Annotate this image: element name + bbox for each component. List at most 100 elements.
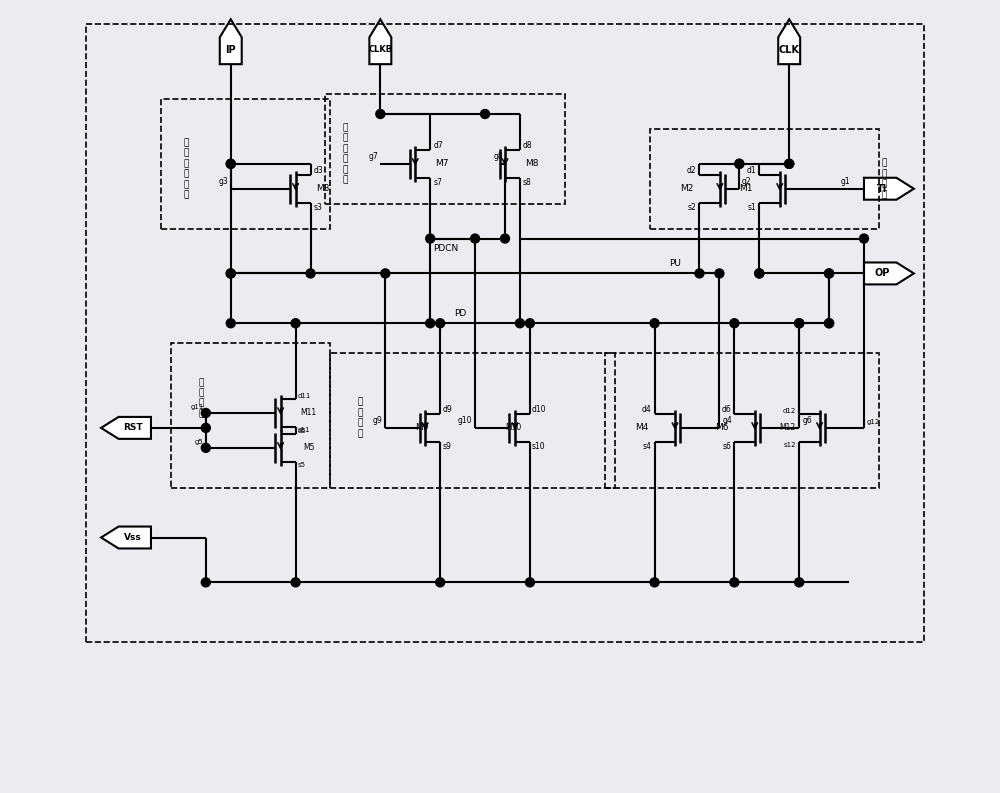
Text: s11: s11 — [298, 427, 310, 433]
Text: d8: d8 — [523, 141, 533, 150]
Circle shape — [795, 319, 804, 328]
Text: M1: M1 — [740, 184, 753, 193]
Text: M3: M3 — [316, 184, 329, 193]
Text: d11: d11 — [298, 393, 311, 399]
Circle shape — [500, 234, 509, 243]
Circle shape — [201, 578, 210, 587]
Bar — [605, 353, 879, 488]
Circle shape — [755, 269, 764, 278]
Circle shape — [730, 319, 739, 328]
Polygon shape — [369, 19, 391, 64]
Text: IP: IP — [225, 45, 236, 55]
Circle shape — [795, 578, 804, 587]
Circle shape — [481, 109, 490, 118]
Circle shape — [730, 578, 739, 587]
Text: TI: TI — [877, 184, 888, 193]
Text: g2: g2 — [741, 177, 751, 186]
Text: M10: M10 — [505, 423, 521, 432]
Circle shape — [226, 269, 235, 278]
Polygon shape — [864, 262, 914, 285]
Circle shape — [650, 319, 659, 328]
Text: g5: g5 — [195, 439, 204, 445]
Circle shape — [785, 159, 794, 168]
Circle shape — [650, 578, 659, 587]
Text: s2: s2 — [688, 203, 696, 212]
Text: s8: s8 — [523, 178, 532, 187]
Text: d12: d12 — [783, 408, 796, 414]
Text: s12: s12 — [784, 442, 796, 448]
Circle shape — [306, 269, 315, 278]
Circle shape — [825, 319, 834, 328]
Text: d10: d10 — [532, 405, 546, 414]
Circle shape — [226, 159, 235, 168]
Text: 上
拉
单
元: 上 拉 单 元 — [881, 159, 887, 199]
Text: g10: g10 — [458, 416, 472, 425]
Circle shape — [226, 269, 235, 278]
Circle shape — [735, 159, 744, 168]
Text: s7: s7 — [433, 178, 442, 187]
Text: PDCN: PDCN — [433, 243, 458, 252]
Text: s5: s5 — [298, 462, 306, 468]
Circle shape — [381, 269, 390, 278]
Circle shape — [515, 319, 524, 328]
Text: d6: d6 — [722, 405, 731, 414]
Text: d5: d5 — [298, 428, 306, 434]
Text: 下
拉
驱
动
单
元: 下 拉 驱 动 单 元 — [343, 124, 348, 184]
Text: M7: M7 — [435, 159, 449, 168]
Text: CLK: CLK — [779, 45, 800, 55]
Text: d2: d2 — [687, 166, 696, 174]
Circle shape — [825, 269, 834, 278]
Text: s3: s3 — [314, 203, 322, 212]
Circle shape — [859, 234, 868, 243]
Polygon shape — [778, 19, 800, 64]
Text: g6: g6 — [802, 416, 812, 425]
Text: d7: d7 — [433, 141, 443, 150]
Text: d4: d4 — [642, 405, 652, 414]
Text: PU: PU — [670, 259, 681, 269]
Text: M4: M4 — [635, 423, 648, 432]
Polygon shape — [220, 19, 242, 64]
Circle shape — [436, 319, 445, 328]
Text: CLKB: CLKB — [368, 45, 392, 54]
Circle shape — [825, 269, 834, 278]
Circle shape — [226, 159, 235, 168]
Text: d3: d3 — [314, 166, 323, 174]
Circle shape — [226, 319, 235, 328]
Text: 复
位
单
元: 复 位 单 元 — [198, 378, 204, 418]
Text: d1: d1 — [747, 166, 756, 174]
Circle shape — [825, 319, 834, 328]
Text: s6: s6 — [722, 442, 731, 451]
Text: Vss: Vss — [124, 533, 141, 542]
Text: g12: g12 — [867, 419, 880, 425]
Circle shape — [201, 423, 210, 432]
Circle shape — [715, 269, 724, 278]
Text: g8: g8 — [493, 151, 503, 161]
Circle shape — [291, 578, 300, 587]
Circle shape — [525, 578, 534, 587]
Polygon shape — [101, 417, 151, 439]
Text: M8: M8 — [525, 159, 539, 168]
Text: M9: M9 — [415, 423, 429, 432]
Text: M12: M12 — [779, 423, 795, 432]
Text: g9: g9 — [373, 416, 382, 425]
Bar — [161, 99, 330, 228]
Text: s4: s4 — [643, 442, 652, 451]
Circle shape — [201, 443, 210, 452]
Text: s1: s1 — [748, 203, 756, 212]
Circle shape — [735, 159, 744, 168]
Text: d9: d9 — [442, 405, 452, 414]
Text: g1: g1 — [841, 177, 851, 186]
Text: 下
拉
单
元: 下 拉 单 元 — [358, 398, 363, 438]
Text: OP: OP — [875, 269, 890, 278]
Circle shape — [436, 578, 445, 587]
Text: M5: M5 — [303, 443, 314, 452]
Circle shape — [291, 319, 300, 328]
Polygon shape — [101, 527, 151, 549]
Text: s10: s10 — [532, 442, 546, 451]
Circle shape — [426, 319, 435, 328]
Circle shape — [755, 269, 764, 278]
Text: M6: M6 — [715, 423, 728, 432]
Text: g3: g3 — [219, 177, 229, 186]
Polygon shape — [864, 178, 914, 200]
Text: RST: RST — [123, 423, 142, 432]
